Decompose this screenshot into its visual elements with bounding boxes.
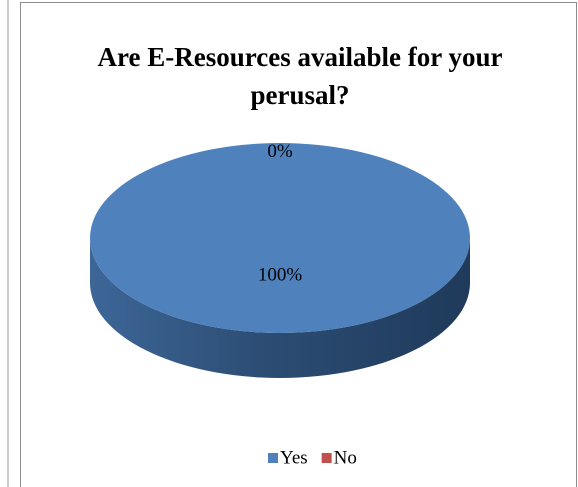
- pie-slice: [90, 143, 470, 333]
- data-label: 0%: [267, 141, 293, 162]
- legend-label: No: [334, 447, 357, 468]
- pie-side: [90, 238, 470, 378]
- legend-swatch: [321, 453, 332, 463]
- chart-title: Are E-Resources available for your perus…: [97, 42, 503, 110]
- data-label: 100%: [258, 264, 303, 285]
- legend-label: Yes: [280, 447, 308, 468]
- legend-swatch: [268, 453, 278, 463]
- chart-frame: [20, 2, 577, 487]
